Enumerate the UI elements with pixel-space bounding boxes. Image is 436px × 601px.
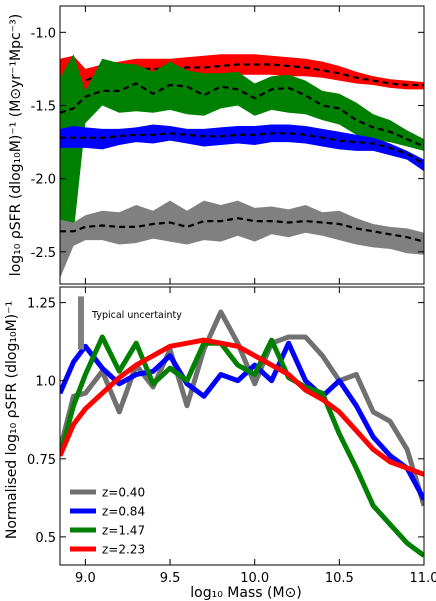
- legend-label: z=0.84: [102, 505, 145, 519]
- typical-uncertainty-label: Typical uncertainty: [91, 310, 182, 321]
- x-tick-label: 9.0: [75, 571, 96, 586]
- top-series-1-median-line: [60, 82, 424, 148]
- top-panel: -1.0 -1.5 -2.0 -2.5: [31, 5, 425, 285]
- top-y-tick-label: -2.5: [31, 246, 56, 261]
- top-series-2-band: [60, 124, 424, 172]
- top-series-0-median-line: [60, 63, 424, 111]
- top-series-3-band: [60, 200, 424, 279]
- series-line-z=2.23: [60, 337, 424, 477]
- legend-label: z=2.23: [102, 543, 145, 557]
- top-series-3-median-line: [60, 217, 424, 243]
- bottom-y-tick-label: 1.0: [35, 375, 56, 390]
- top-y-tick-label: -2.0: [31, 173, 56, 188]
- top-series-2-median-line: [60, 132, 424, 165]
- top-series-0-band: [60, 54, 424, 106]
- bottom-y-tick-label: 0.5: [35, 531, 56, 546]
- x-tick-label: 10.0: [240, 571, 269, 586]
- series-line-z=0.40: [60, 309, 424, 507]
- top-y-tick-label: -1.0: [31, 26, 56, 41]
- series-line-z=1.47: [60, 334, 424, 558]
- bottom-y-axis-label: Normalised log₁₀ ρSFR (dlog₁₀M)⁻¹: [4, 301, 20, 539]
- x-tick-label: 11.0: [410, 571, 436, 586]
- series-line-z=0.84: [60, 340, 424, 501]
- x-axis-label: log₁₀ Mass (M⊙): [190, 585, 301, 601]
- bottom-y-tick-label: 1.25: [27, 297, 56, 312]
- top-y-tick-label: -1.5: [31, 99, 56, 114]
- legend-label: z=1.47: [102, 524, 145, 538]
- top-y-axis-label: log₁₀ ρSFR (dlog₁₀M)⁻¹ (M⊙yr⁻¹Mpc⁻³): [8, 14, 24, 276]
- top-series-1-band: [60, 54, 424, 241]
- x-tick-label: 10.5: [325, 571, 354, 586]
- legend-label: z=0.40: [102, 486, 145, 500]
- bottom-panel: z=0.40 z=0.84 z=1.47 z=2.23 0.5 0.75 1.0 1.25 9.…: [27, 286, 436, 586]
- bottom-plot-frame: [59, 286, 425, 566]
- bottom-y-tick-label: 0.75: [27, 453, 56, 468]
- top-plot-frame: [59, 5, 425, 285]
- x-tick-label: 9.5: [160, 571, 181, 586]
